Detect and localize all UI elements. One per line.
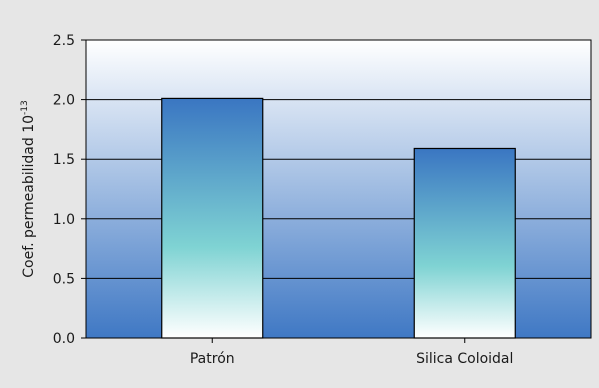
y-tick-label: 2.0 xyxy=(53,93,75,109)
y-tick-label: 2.5 xyxy=(53,33,75,49)
y-tick-label: 0.0 xyxy=(53,331,75,347)
y-axis-ticks: 0.0 0.5 1.0 1.5 2.0 2.5 xyxy=(53,33,86,347)
plot-frame xyxy=(85,39,592,339)
x-category-label: Patrón xyxy=(190,351,235,367)
bar-0 xyxy=(161,97,264,339)
y-tick-label: 1.5 xyxy=(53,152,75,168)
y-axis-title-main: Coef. permeabilidad 10 xyxy=(21,115,37,278)
x-axis-categories: Patrón Silica Coloidal xyxy=(190,338,513,367)
y-tick-label: 0.5 xyxy=(53,271,75,287)
y-tick-label: 1.0 xyxy=(53,212,75,228)
y-axis-title: Coef. permeabilidad 10-13 xyxy=(20,100,37,277)
y-axis-title-exponent: -13 xyxy=(20,100,30,115)
bar-1 xyxy=(413,147,516,339)
x-category-label: Silica Coloidal xyxy=(416,351,513,367)
